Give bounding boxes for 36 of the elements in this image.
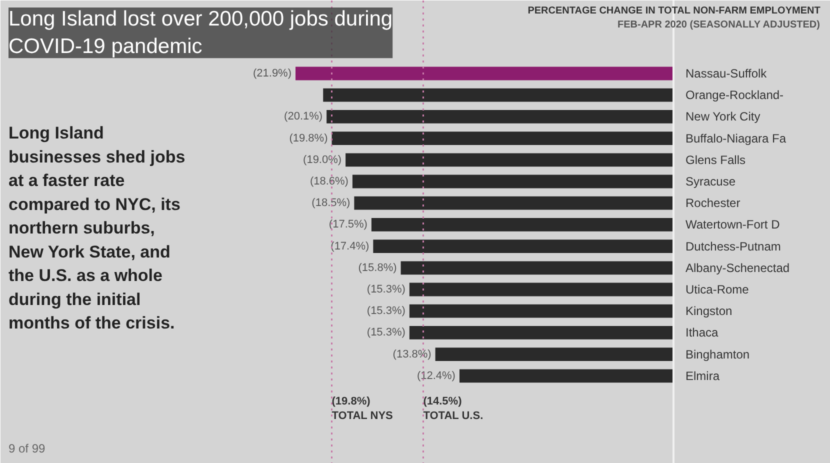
data-label: (15.3%) xyxy=(366,284,406,296)
data-label: (15.3%) xyxy=(366,326,406,339)
data-label: (13.8%) xyxy=(392,348,432,360)
y-tick-label: Binghamton xyxy=(686,347,750,362)
y-tick-label: Syracuse xyxy=(686,174,736,188)
data-label: (17.4%) xyxy=(330,240,370,252)
ref-line-label: (14.5%) TOTAL U.S. xyxy=(423,396,484,422)
text: Long Island lost over 200,000 jobs during COVID-19 pandemic xyxy=(8,8,393,58)
y-tick-label: Rochester xyxy=(686,196,740,210)
data-label: (18.5%) xyxy=(312,197,350,210)
data-label: (15.8%) xyxy=(358,262,397,274)
y-tick-label: Elmira xyxy=(686,368,720,383)
data-label: (20.1%) xyxy=(284,110,323,123)
text: Long Island businesses shed jobs at a faster rate compared to NYC, its northern suburbs, New York State, and the U.S. as a whole during the initial months of the crisis. xyxy=(8,124,186,332)
y-tick-label: Nassau-Suffolk xyxy=(686,66,768,80)
data-label: (19.8%) xyxy=(289,132,328,144)
y-tick-label: Kingston xyxy=(686,304,732,318)
y-tick-label: Ithaca xyxy=(686,326,719,340)
y-tick-label: Watertown-Fort D xyxy=(686,218,780,232)
data-label: (12.4%) xyxy=(416,370,456,382)
text: FEB-APR 2020 (SEASONALLY ADJUSTED) xyxy=(617,20,820,30)
data-label: (18.6%) xyxy=(310,176,348,188)
y-tick-label: Orange-Rockland- xyxy=(686,88,784,102)
data-label: (19.0%) xyxy=(303,154,342,166)
y-tick-label: Glens Falls xyxy=(686,152,746,167)
data-label: (21.9%) xyxy=(252,68,292,80)
y-tick-label: Utica-Rome xyxy=(686,282,750,296)
y-tick-label: Albany-Schenectad xyxy=(686,260,790,275)
chart-title: PERCENTAGE CHANGE IN TOTAL NON-FARM EMPLOYMENT xyxy=(528,6,820,16)
y-tick-label: Buffalo-Niagara Fa xyxy=(686,131,786,146)
data-label: (15.3%) xyxy=(366,305,406,318)
ref-line-label: (19.8%) TOTAL NYS xyxy=(332,396,393,422)
y-tick-label: New York City xyxy=(686,110,760,124)
y-tick-label: Dutchess-Putnam xyxy=(686,239,781,254)
data-label: (17.5%) xyxy=(328,218,368,231)
text: 9 of 99 xyxy=(8,442,46,456)
